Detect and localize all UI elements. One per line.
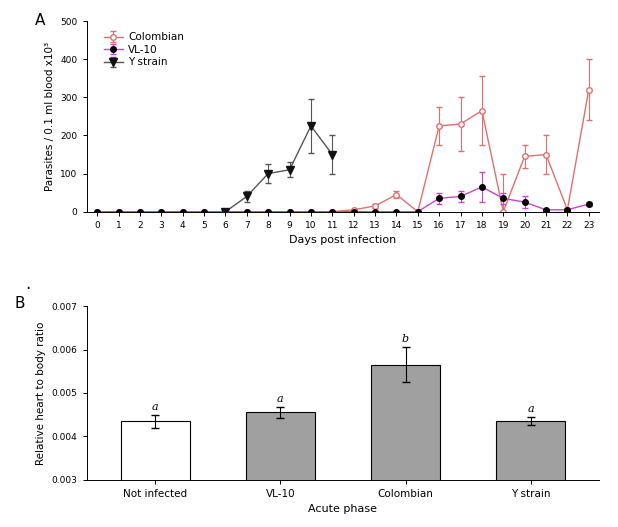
X-axis label: Days post infection: Days post infection — [289, 235, 397, 245]
Bar — [121, 421, 190, 527]
Text: A: A — [35, 14, 46, 28]
Text: ·: · — [25, 280, 30, 298]
Bar — [496, 421, 565, 527]
Y-axis label: Parasites / 0.1 ml blood x10³: Parasites / 0.1 ml blood x10³ — [44, 42, 54, 191]
Legend: Colombian, VL-10, Y strain: Colombian, VL-10, Y strain — [102, 30, 186, 70]
Text: B: B — [15, 296, 25, 311]
Y-axis label: Relative heart to body ratio: Relative heart to body ratio — [36, 321, 46, 465]
Text: a: a — [527, 404, 534, 414]
X-axis label: Acute phase: Acute phase — [308, 504, 378, 514]
Bar — [371, 365, 440, 527]
Text: a: a — [152, 402, 159, 412]
Text: a: a — [277, 394, 284, 404]
Text: b: b — [402, 335, 409, 345]
Bar — [246, 413, 315, 527]
